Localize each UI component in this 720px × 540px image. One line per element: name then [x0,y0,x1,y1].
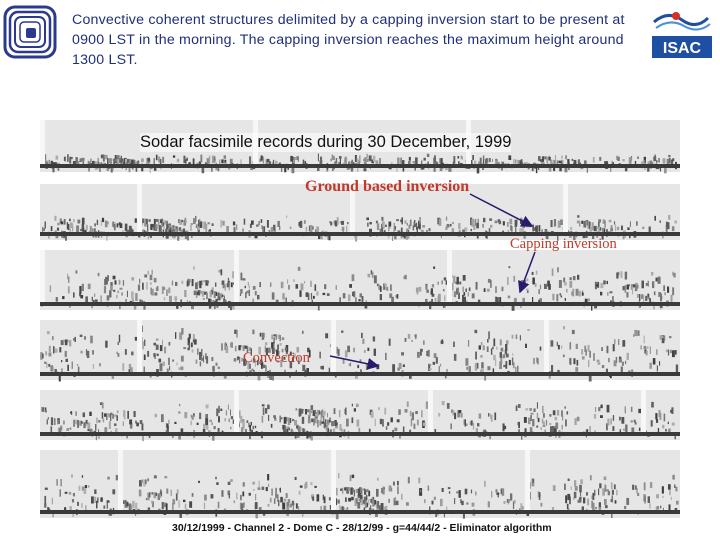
sodar-facsimile-image [30,118,690,528]
isac-logo-text: ISAC [663,40,702,57]
header-caption: Convective coherent structures delimited… [72,12,625,68]
annotation-ground-inversion: Ground based inversion [305,178,470,195]
isac-logo: ISAC [646,8,716,60]
facsimile-strip [40,320,680,380]
facsimile-strip [40,184,680,240]
figure-footer: 30/12/1999 - Channel 2 - Dome C - 28/12/… [172,522,552,534]
institution-logo [2,4,58,60]
annotation-convection: Convection [243,350,310,366]
figure-title: Sodar facsimile records during 30 Decemb… [140,133,512,152]
annotation-capping-inversion: Capping inversion [510,236,617,252]
